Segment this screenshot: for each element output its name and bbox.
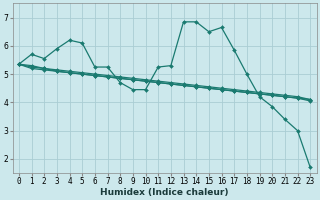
X-axis label: Humidex (Indice chaleur): Humidex (Indice chaleur) <box>100 188 229 197</box>
